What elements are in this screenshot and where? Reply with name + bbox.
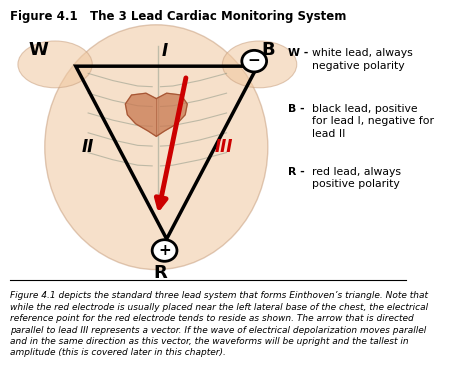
Circle shape xyxy=(152,240,177,261)
Text: W: W xyxy=(28,41,48,59)
Ellipse shape xyxy=(222,41,297,88)
Text: Figure 4.1 depicts the standard three lead system that forms Einthoven’s triangl: Figure 4.1 depicts the standard three le… xyxy=(9,291,428,357)
Text: −: − xyxy=(248,53,261,68)
Text: R: R xyxy=(154,264,167,282)
Text: W -: W - xyxy=(289,48,313,58)
Text: +: + xyxy=(158,242,171,258)
Text: Figure 4.1   The 3 Lead Cardiac Monitoring System: Figure 4.1 The 3 Lead Cardiac Monitoring… xyxy=(9,10,346,23)
Text: R -: R - xyxy=(289,167,309,177)
Text: red lead, always
positive polarity: red lead, always positive polarity xyxy=(312,167,401,189)
Circle shape xyxy=(242,50,266,72)
Ellipse shape xyxy=(18,41,92,88)
Ellipse shape xyxy=(45,25,268,270)
Text: white lead, always
negative polarity: white lead, always negative polarity xyxy=(312,48,413,70)
Text: black lead, positive
for lead I, negative for
lead II: black lead, positive for lead I, negativ… xyxy=(312,104,435,139)
Text: B: B xyxy=(261,41,274,59)
Polygon shape xyxy=(125,93,187,137)
Text: III: III xyxy=(214,138,233,156)
Text: I: I xyxy=(162,42,168,60)
Text: B -: B - xyxy=(289,104,309,114)
Text: II: II xyxy=(82,138,94,156)
